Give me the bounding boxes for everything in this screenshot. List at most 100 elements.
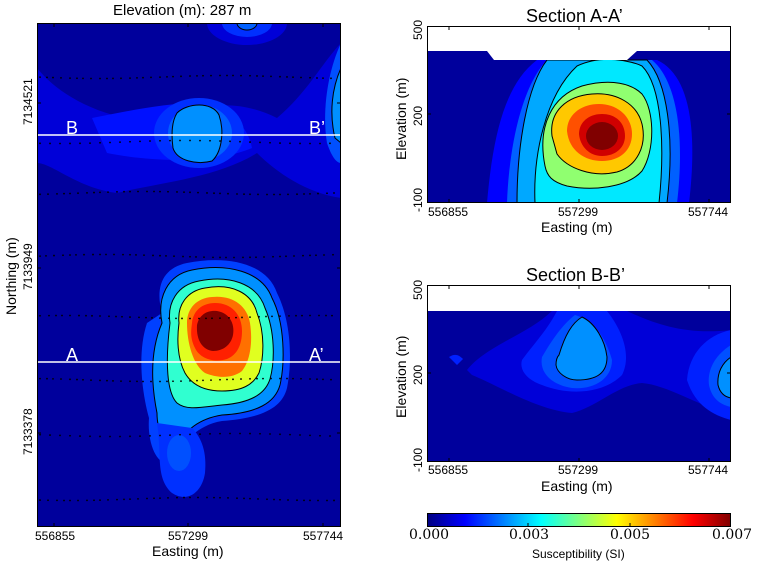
survey-point [293, 255, 295, 257]
survey-point [69, 142, 71, 145]
survey-point [241, 316, 243, 319]
survey-point [90, 77, 92, 80]
survey-point [331, 314, 333, 317]
survey-point [92, 253, 94, 256]
survey-point [90, 379, 92, 382]
survey-point [249, 497, 251, 500]
survey-point [135, 254, 137, 256]
survey-point [258, 315, 260, 318]
survey-point [292, 377, 294, 380]
survey-point [47, 499, 49, 502]
survey-point [219, 74, 221, 77]
survey-point [56, 192, 58, 195]
survey-point [79, 435, 81, 437]
survey-point [317, 192, 319, 195]
survey-point [107, 191, 109, 194]
survey-point [322, 77, 324, 80]
survey-point [296, 499, 298, 502]
survey-point [249, 193, 251, 196]
survey-point [202, 379, 204, 382]
survey-point [142, 76, 144, 79]
survey-point [39, 193, 41, 196]
section-b-anomaly [555, 316, 608, 381]
section-a-title: Section A-A’ [526, 6, 623, 26]
survey-point [176, 191, 178, 193]
survey-point [249, 141, 251, 143]
survey-point [287, 193, 289, 196]
survey-point [143, 254, 145, 257]
survey-point [240, 378, 242, 380]
survey-point [166, 75, 168, 78]
survey-point [319, 142, 321, 145]
survey-point [195, 256, 197, 258]
survey-point [309, 499, 311, 502]
survey-point [86, 499, 88, 502]
survey-point [316, 77, 318, 79]
survey-point [181, 317, 183, 320]
survey-point [63, 499, 65, 502]
survey-point [82, 378, 84, 381]
survey-point [149, 140, 151, 142]
survey-point [289, 142, 291, 145]
survey-point [62, 254, 64, 257]
survey-point [129, 380, 131, 383]
survey-point [109, 141, 111, 144]
survey-point [205, 317, 207, 320]
survey-point [159, 380, 161, 383]
survey-point [112, 379, 114, 382]
survey-point [83, 253, 85, 256]
survey-point [60, 378, 62, 380]
survey-point [129, 253, 131, 256]
survey-point [49, 434, 51, 436]
survey-point [309, 192, 311, 195]
map-ylabel: Northing (m) [3, 237, 19, 315]
survey-point [59, 142, 61, 145]
survey-point [168, 317, 170, 320]
label-a-end: A’ [309, 345, 324, 365]
survey-point [159, 76, 161, 78]
survey-point [243, 497, 245, 500]
survey-point [55, 314, 57, 317]
colorbar-label: Susceptibility (SI) [532, 547, 625, 561]
survey-point [325, 314, 327, 317]
survey-point [69, 254, 71, 256]
survey-lines [39, 74, 335, 502]
survey-point [176, 496, 178, 499]
survey-point [189, 75, 191, 77]
survey-point [286, 377, 288, 380]
survey-point [99, 77, 101, 80]
survey-point [79, 142, 81, 145]
survey-point [149, 434, 151, 437]
survey-point [153, 190, 155, 193]
survey-point [120, 380, 122, 382]
survey-point [123, 498, 125, 501]
survey-point [119, 141, 121, 143]
survey-point [317, 499, 319, 502]
survey-point [89, 142, 91, 144]
survey-point [262, 377, 264, 380]
survey-point [330, 77, 332, 80]
survey-point [47, 193, 49, 196]
survey-point [273, 498, 275, 501]
survey-point [326, 192, 328, 195]
survey-point [309, 254, 311, 257]
survey-point [279, 255, 281, 258]
survey-point [227, 192, 229, 195]
survey-point [289, 433, 291, 436]
survey-point [303, 499, 305, 502]
survey-point [153, 497, 155, 500]
survey-point [172, 75, 174, 78]
section-b-ylabel: Elevation (m) [393, 335, 409, 418]
survey-point [159, 317, 161, 319]
survey-point [232, 378, 234, 381]
survey-point [269, 141, 271, 144]
survey-point [52, 377, 54, 380]
survey-point [151, 316, 153, 319]
survey-point [109, 435, 111, 438]
section-a-ytick-500: 500 [411, 19, 425, 40]
label-a-start: A [66, 345, 79, 365]
survey-point [75, 253, 77, 256]
survey-point [271, 315, 273, 318]
survey-point [332, 253, 334, 256]
colorbar [427, 513, 731, 527]
